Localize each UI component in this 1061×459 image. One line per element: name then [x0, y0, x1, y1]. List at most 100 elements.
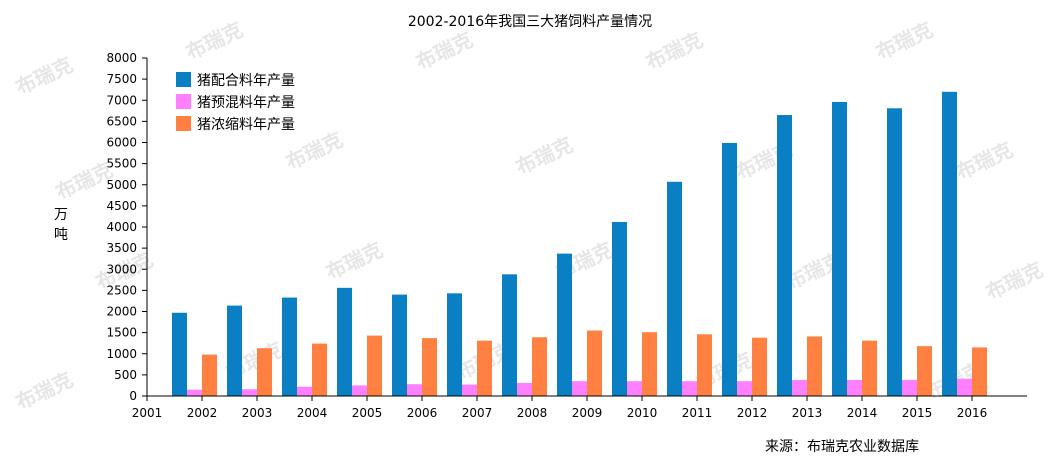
bar-series-2-2016	[957, 378, 972, 396]
bar-series-3-2003	[257, 348, 272, 396]
x-tick-label: 2011	[682, 406, 713, 420]
x-tick-label: 2015	[902, 406, 933, 420]
bar-series-1-2003	[227, 305, 242, 396]
y-axis-label-line-2: 吨	[54, 227, 68, 243]
watermark-text: 布瑞克	[512, 132, 577, 179]
y-tick-label: 0	[129, 389, 137, 403]
watermark-text: 布瑞克	[642, 27, 707, 74]
x-tick-label: 2012	[737, 406, 768, 420]
bar-series-2-2007	[462, 384, 477, 396]
legend-label: 猪浓缩料年产量	[197, 117, 295, 133]
y-tick-label: 2500	[106, 283, 137, 297]
x-tick-label: 2014	[847, 406, 878, 420]
y-tick-label: 1500	[106, 326, 137, 340]
y-tick-label: 7500	[106, 72, 137, 86]
legend-label: 猪配合料年产量	[197, 73, 295, 89]
x-tick-label: 2004	[297, 406, 328, 420]
y-tick-label: 5000	[106, 178, 137, 192]
bar-series-3-2007	[477, 340, 492, 396]
y-tick-label: 8000	[106, 51, 137, 65]
watermark-text: 布瑞克	[952, 137, 1017, 184]
x-tick-label: 2002	[187, 406, 218, 420]
bar-series-2-2003	[242, 389, 257, 396]
x-axis: 2001 2002 2003 2004 2005 2006 2007 2008 2009 2010…	[132, 395, 1027, 420]
watermark-text: 布瑞克	[12, 367, 77, 414]
bar-series-2-2012	[737, 381, 752, 396]
bar-series-2-2014	[847, 379, 862, 396]
legend-swatch	[176, 72, 191, 87]
bar-series-3-2016	[972, 347, 987, 396]
bar-series-3-2012	[752, 337, 767, 396]
y-tick-label: 4500	[106, 199, 137, 213]
watermark-text: 布瑞克	[282, 127, 347, 174]
y-axis: 0 500 1000 1500 2000 2500 3000 3500 4000 4500 5000…	[106, 51, 148, 403]
x-tick-label: 2001	[132, 406, 163, 420]
legend-swatch	[176, 116, 191, 131]
bar-series-1-2013	[777, 115, 792, 396]
chart-title: 2002-2016年我国三大猪饲料产量情况	[408, 14, 652, 30]
watermark-text: 布瑞克	[872, 17, 937, 64]
bar-series-3-2010	[642, 332, 657, 396]
bar-series-2-2005	[352, 385, 367, 396]
bar-series-1-2006	[392, 294, 407, 396]
legend-label: 猪预混料年产量	[197, 95, 295, 111]
y-tick-label: 3000	[106, 262, 137, 276]
bar-series-1-2014	[832, 101, 847, 396]
y-tick-label: 1000	[106, 347, 137, 361]
bar-series-3-2008	[532, 337, 547, 396]
watermark-text: 布瑞克	[182, 17, 247, 64]
bar-series-1-2016	[942, 91, 957, 397]
bar-series-1-2015	[887, 108, 902, 396]
bar-series-1-2010	[612, 221, 627, 396]
bar-series-1-2008	[502, 274, 517, 396]
bar-series-3-2011	[697, 334, 712, 396]
bar-series-3-2013	[807, 336, 822, 396]
bar-series-2-2004	[297, 386, 312, 396]
y-tick-label: 6000	[106, 136, 137, 150]
source-text: 来源：布瑞克农业数据库	[765, 439, 919, 455]
bar-series-3-2009	[587, 330, 602, 396]
bar-series-2-2013	[792, 379, 807, 396]
bar-series-3-2004	[312, 343, 327, 396]
x-tick-label: 2016	[957, 406, 988, 420]
y-tick-label: 500	[114, 368, 137, 382]
watermark-text: 布瑞克	[12, 52, 77, 99]
watermark-text: 布瑞克	[982, 257, 1047, 304]
y-axis-label-line-1: 万	[54, 207, 68, 223]
y-tick-label: 6500	[106, 114, 137, 128]
bar-series-1-2007	[447, 293, 462, 396]
x-tick-label: 2010	[627, 406, 658, 420]
bar-series-1-2005	[337, 287, 352, 396]
x-tick-label: 2003	[242, 406, 273, 420]
bar-series-3-2005	[367, 335, 382, 396]
x-tick-label: 2013	[792, 406, 823, 420]
bar-series-1-2002	[172, 312, 187, 396]
bar-series-2-2009	[572, 381, 587, 396]
bar-series-1-2011	[667, 181, 682, 396]
watermark-text: 布瑞克	[412, 27, 477, 74]
bar-series-2-2008	[517, 382, 532, 396]
y-tick-label: 5500	[106, 157, 137, 171]
y-tick-label: 2000	[106, 305, 137, 319]
y-tick-label: 4000	[106, 220, 137, 234]
bar-series-2-2002	[187, 389, 202, 396]
y-tick-label: 7000	[106, 93, 137, 107]
bar-series-3-2014	[862, 340, 877, 396]
bar-series-2-2015	[902, 379, 917, 396]
bars	[172, 91, 987, 397]
bar-series-2-2011	[682, 381, 697, 396]
y-tick-label: 3500	[106, 241, 137, 255]
bar-series-3-2002	[202, 354, 217, 396]
bar-series-3-2006	[422, 338, 437, 396]
legend-swatch	[176, 94, 191, 109]
bar-series-1-2012	[722, 142, 737, 396]
bar-series-1-2004	[282, 297, 297, 396]
x-tick-label: 2009	[572, 406, 603, 420]
bar-series-3-2015	[917, 346, 932, 396]
watermark-text: 布瑞克	[322, 237, 387, 284]
x-tick-label: 2006	[407, 406, 438, 420]
bar-series-1-2009	[557, 253, 572, 396]
x-tick-label: 2008	[517, 406, 548, 420]
